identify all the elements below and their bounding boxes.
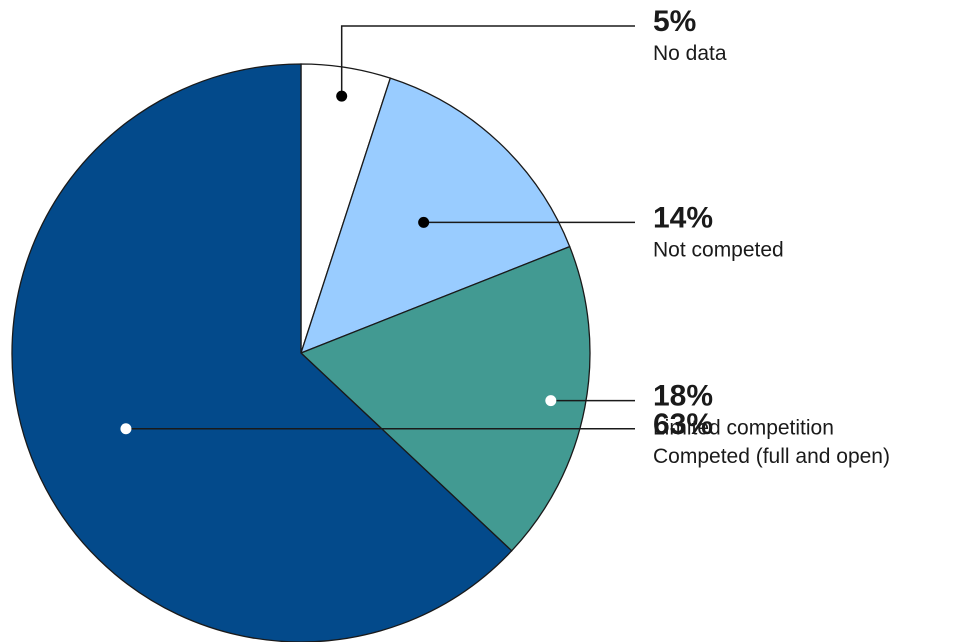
pie-slice — [11, 63, 513, 642]
leader-line — [340, 25, 635, 97]
leader-dot — [336, 90, 348, 102]
pie-slice — [299, 245, 591, 552]
leader-dot — [418, 216, 430, 228]
slice-percent-label: 5% — [653, 5, 696, 38]
leader-lines — [120, 25, 635, 435]
slice-percent-label: 18% — [653, 380, 713, 413]
slice-category-label: Not competed — [653, 238, 784, 261]
leader-dot — [545, 395, 557, 407]
slice-category-label: Competed (full and open) — [653, 445, 890, 468]
leader-dot — [120, 423, 132, 435]
slice-labels: 5% No data 14% Not competed 18% Limited compe… — [653, 5, 890, 468]
pie-slices — [11, 63, 591, 642]
slice-percent-label: 14% — [653, 201, 713, 234]
pie-slice — [299, 77, 571, 355]
slice-category-label: Limited competition — [653, 417, 834, 440]
slice-percent-label: 63% — [653, 408, 713, 441]
slice-category-label: No data — [653, 42, 727, 65]
